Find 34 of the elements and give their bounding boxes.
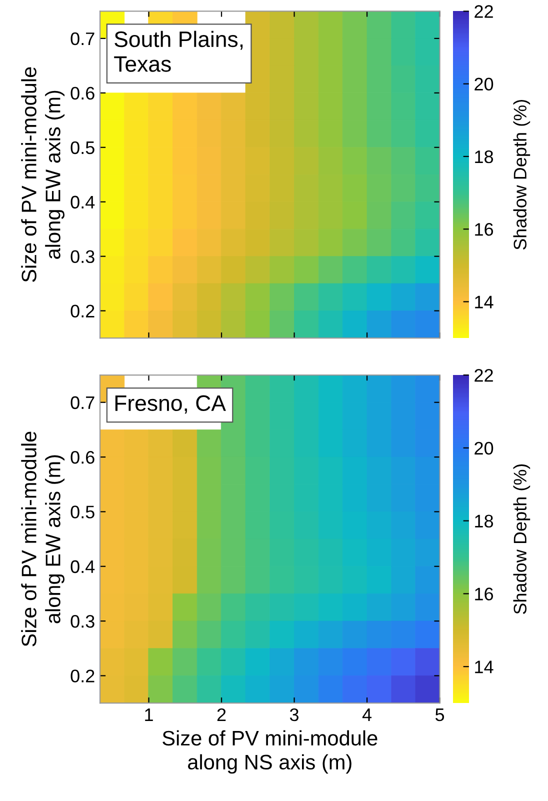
color-bar-label: 16	[475, 223, 494, 236]
annotation: South Plains, Texas	[114, 30, 243, 72]
color-bar-label: 16	[475, 588, 494, 600]
y-tick-label: 0.6	[70, 450, 94, 464]
y-tick-label: 0.3	[70, 614, 94, 628]
x-tick-label: 3	[290, 708, 298, 722]
color-bar-label: 18	[475, 150, 494, 164]
y-tick-label: 0.3	[70, 250, 94, 264]
color-bar-label: 22	[474, 5, 493, 18]
color-bar-title: Shadow Depth (%)	[513, 100, 530, 250]
y-tick-label: 0.6	[70, 86, 94, 100]
color-bar-title: Shadow Depth (%)	[513, 464, 530, 614]
color-bar-label: 18	[475, 514, 494, 528]
color-bar-label: 14	[475, 660, 494, 674]
y-tick-label: 0.2	[70, 670, 94, 682]
annotation: Fresno, CA	[115, 395, 226, 414]
y-tick-label: 0.2	[70, 304, 94, 318]
color-bar-label: 14	[475, 296, 494, 308]
y-tick-label: 0.5	[70, 506, 94, 518]
color-bar-label: 20	[474, 442, 494, 455]
x-tick-label: 2	[217, 708, 226, 721]
y-tick-label: 0.4	[70, 196, 95, 209]
y-axis-title: Size of PV mini-module along EW axis (m)	[21, 432, 64, 646]
x-tick-label: 5	[435, 708, 444, 722]
y-tick-label: 0.5	[70, 141, 94, 154]
x-axis-title: Size of PV mini-module along NS axis (m)	[162, 730, 378, 774]
color-bar-label: 20	[474, 78, 494, 91]
color-bar-label: 22	[474, 368, 493, 382]
y-tick-label: 0.7	[70, 32, 94, 46]
y-axis-title: Size of PV mini-module along EW axis (m)	[21, 67, 64, 282]
x-tick-label: 1	[145, 708, 153, 721]
y-tick-label: 0.7	[70, 396, 94, 410]
x-tick-label: 4	[362, 708, 372, 721]
y-tick-label: 0.4	[70, 560, 95, 574]
